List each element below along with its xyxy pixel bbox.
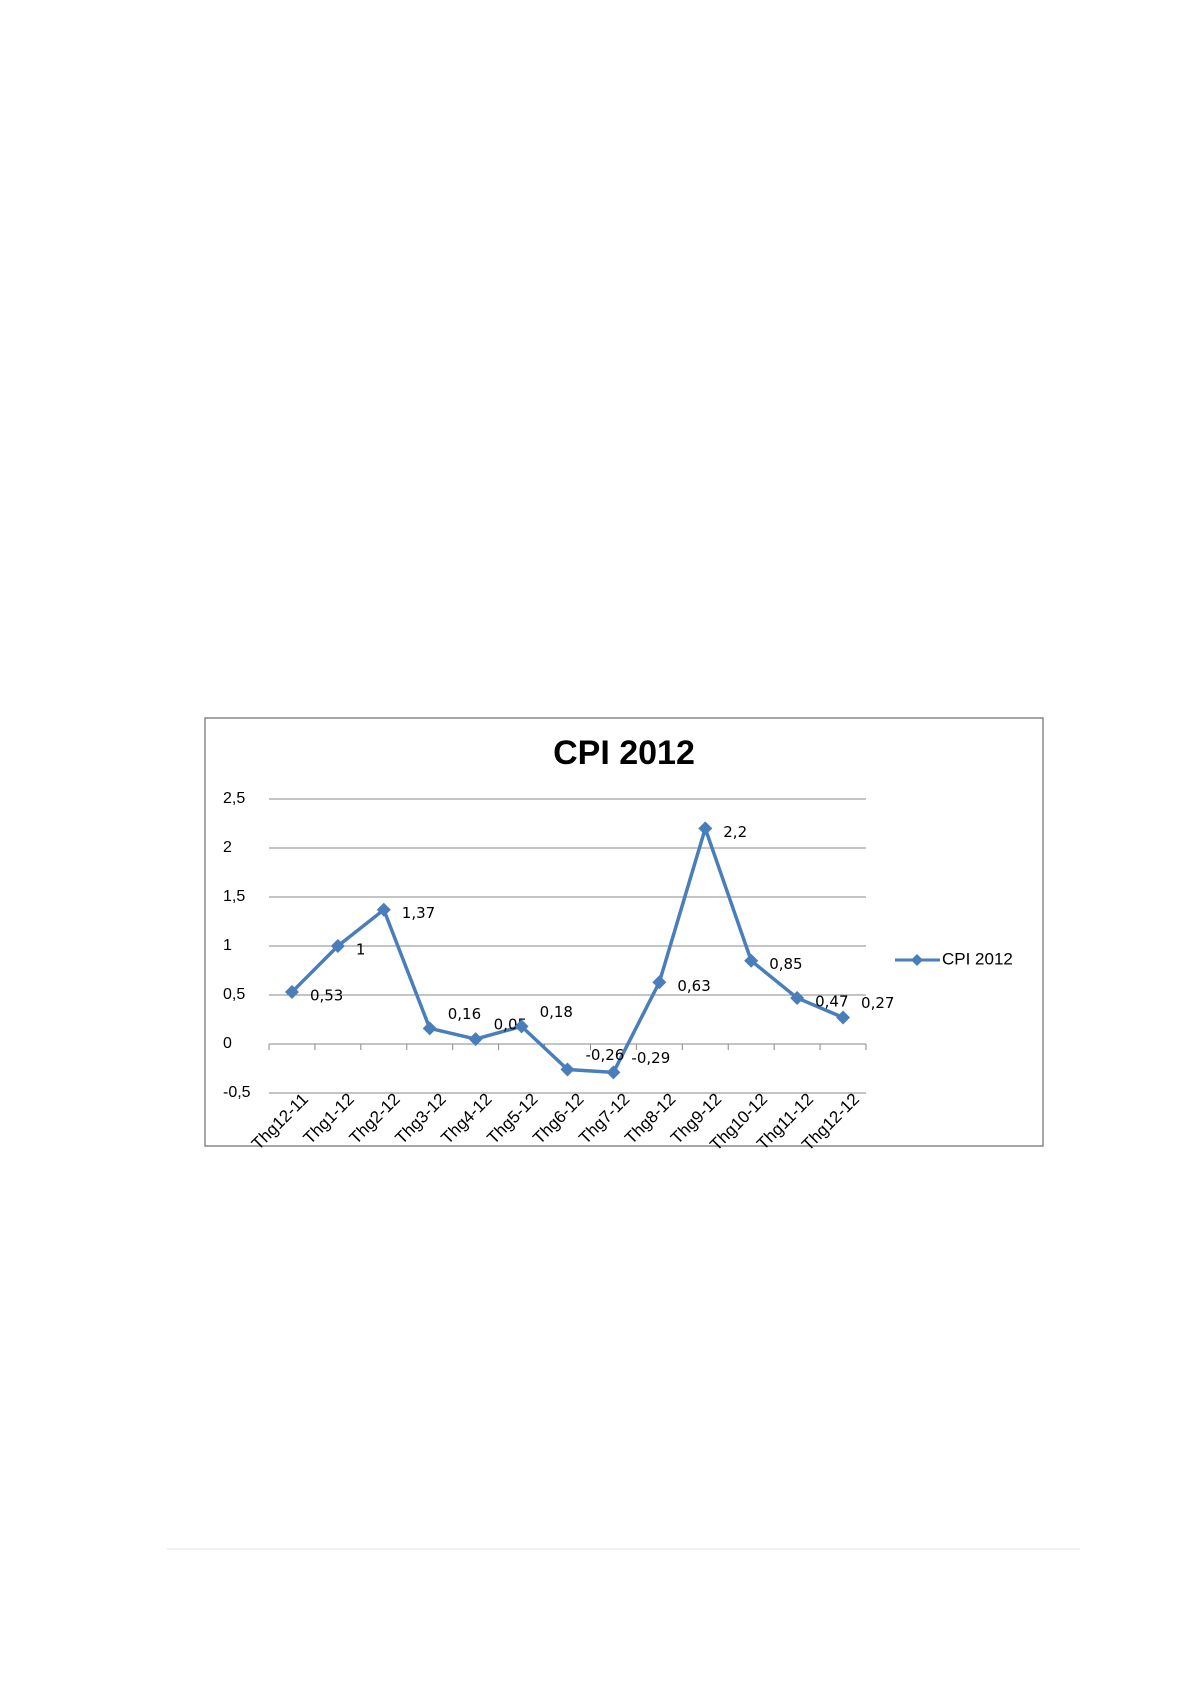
data-point	[330, 939, 345, 953]
data-point	[790, 990, 805, 1005]
data-point	[514, 1019, 529, 1034]
legend-marker	[911, 954, 923, 966]
data-label: -0,26	[586, 1046, 625, 1064]
y-tick-label: -0,5	[223, 1084, 251, 1101]
data-point	[376, 902, 391, 917]
data-label: 0,53	[310, 987, 343, 1005]
chart-frame	[204, 717, 1044, 1147]
data-point	[652, 975, 667, 990]
data-label: 0,63	[677, 977, 710, 995]
y-tick-label: 2,5	[223, 790, 245, 807]
legend-label: CPI 2012	[942, 949, 1013, 968]
y-tick-label: 1	[223, 937, 232, 954]
data-label: 0,47	[815, 992, 848, 1010]
y-tick-label: 2	[223, 839, 232, 856]
data-point	[468, 1032, 483, 1047]
data-label: -0,29	[631, 1049, 670, 1067]
data-label: 0,18	[540, 1003, 573, 1021]
data-point	[284, 985, 299, 1000]
data-label: 0,27	[861, 994, 894, 1012]
data-point	[560, 1062, 575, 1077]
y-tick-label: 0,5	[223, 986, 245, 1003]
data-label: 0,85	[769, 955, 802, 973]
data-point	[698, 821, 713, 836]
data-point	[422, 1021, 437, 1036]
data-label: 1,37	[402, 904, 435, 922]
chart-title: CPI 2012	[553, 734, 695, 772]
data-point	[606, 1065, 621, 1080]
y-tick-label: 0	[223, 1035, 232, 1052]
data-point	[836, 1010, 851, 1025]
data-label: 0,16	[448, 1005, 481, 1023]
data-label: 1	[356, 941, 366, 959]
y-tick-label: 1,5	[223, 888, 245, 905]
data-label: 2,2	[723, 823, 747, 841]
data-point	[744, 953, 759, 968]
